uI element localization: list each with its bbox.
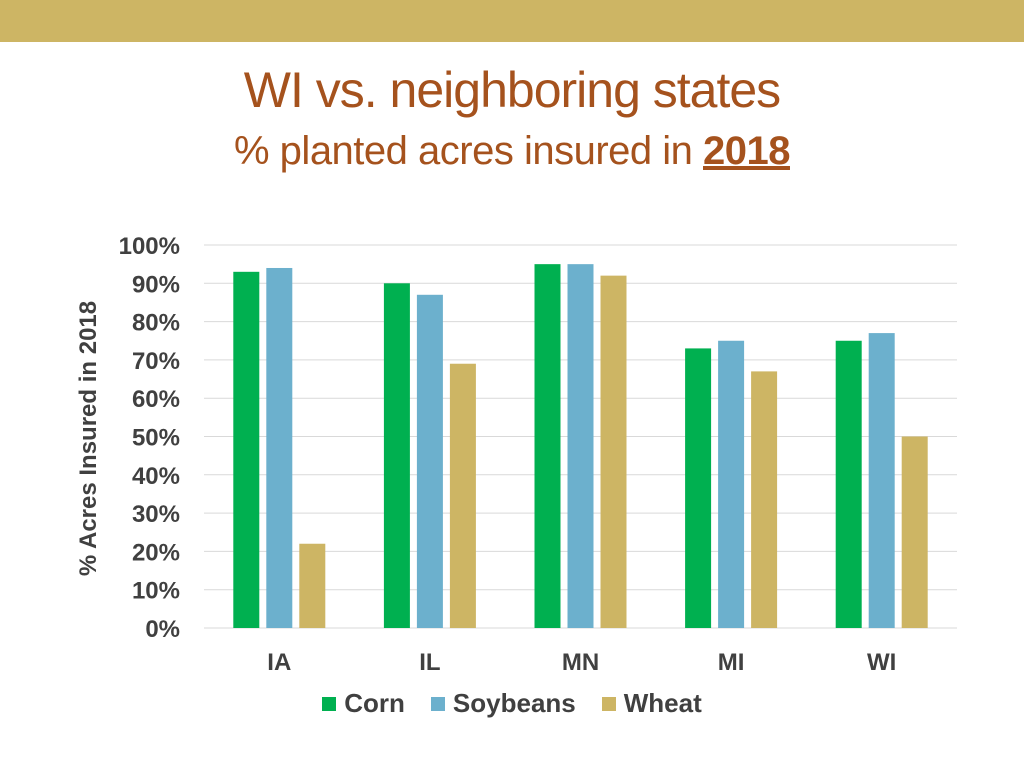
y-tick-label: 40% [132, 463, 180, 490]
bar-soybeans-mn [567, 264, 594, 628]
y-tick-label: 70% [132, 348, 180, 375]
x-tick-label: MN [562, 649, 599, 676]
y-tick-label: 30% [132, 501, 180, 528]
y-tick-label: 20% [132, 539, 180, 566]
y-tick-label: 60% [132, 386, 180, 413]
bar-corn-mi [685, 348, 712, 628]
bar-soybeans-il [416, 294, 443, 628]
y-tick-label: 10% [132, 578, 180, 605]
title-block: WI vs. neighboring states % planted acre… [0, 60, 1024, 178]
y-axis-title: % Acres Insured in 2018 [75, 301, 102, 576]
legend-swatch-soybeans [430, 696, 445, 711]
bar-soybeans-ia [266, 267, 293, 628]
bar-corn-il [383, 283, 410, 628]
bar-corn-ia [233, 271, 260, 628]
y-tick-label: 100% [119, 233, 180, 260]
y-tick-label: 80% [132, 310, 180, 337]
bar-corn-wi [835, 340, 862, 628]
x-tick-label: IL [419, 649, 440, 676]
legend-label-corn: Corn [344, 688, 405, 718]
legend-swatch-wheat [601, 696, 616, 711]
x-tick-label: WI [867, 649, 896, 676]
subtitle-year: 2018 [703, 129, 790, 173]
bar-wheat-il [449, 363, 476, 628]
legend-label-soybeans: Soybeans [452, 688, 576, 718]
subtitle-prefix: % planted acres insured in [234, 129, 703, 173]
slide-subtitle: % planted acres insured in 2018 [0, 124, 1024, 178]
x-tick-label: MI [718, 649, 745, 676]
y-tick-label: 90% [132, 271, 180, 298]
bar-soybeans-wi [868, 333, 895, 628]
legend-label-wheat: Wheat [623, 688, 702, 718]
y-tick-label: 0% [145, 616, 180, 643]
y-tick-label: 50% [132, 425, 180, 452]
legend-swatch-corn [322, 696, 337, 711]
bar-soybeans-mi [718, 340, 745, 628]
x-tick-label: IA [267, 649, 291, 676]
legend-item-wheat: Wheat [601, 688, 702, 719]
chart-legend: Corn Soybeans Wheat [0, 688, 1024, 719]
bar-corn-mn [534, 264, 561, 628]
bar-wheat-mn [600, 275, 627, 628]
top-band [0, 0, 1024, 42]
bar-wheat-ia [299, 543, 326, 628]
bar-wheat-mi [751, 371, 778, 628]
slide-title: WI vs. neighboring states [243, 62, 781, 118]
legend-item-soybeans: Soybeans [430, 688, 576, 719]
legend-item-corn: Corn [322, 688, 405, 719]
bar-wheat-wi [901, 436, 928, 628]
